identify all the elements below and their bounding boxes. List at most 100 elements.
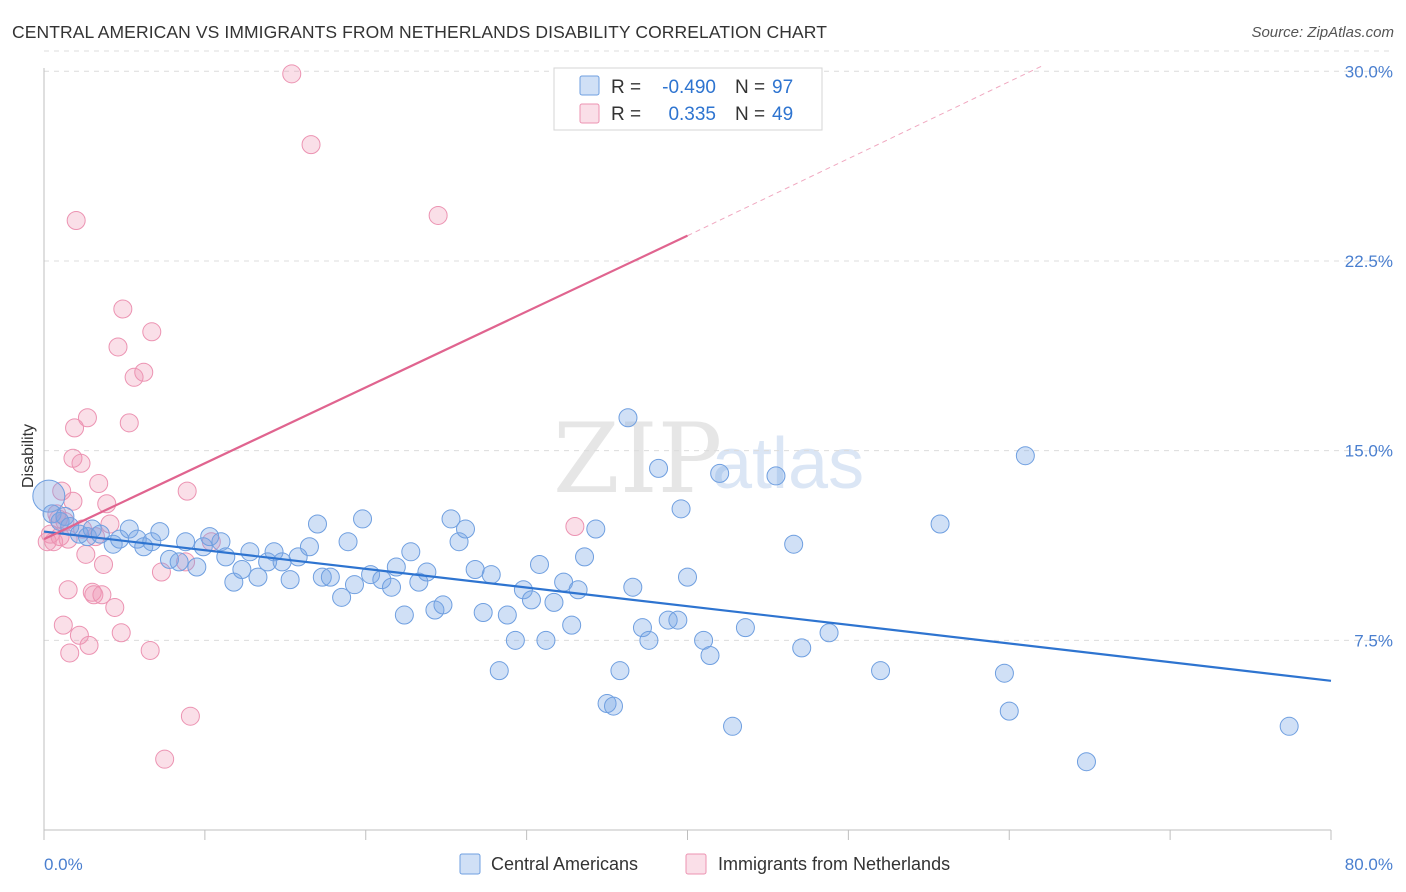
netherlands-trend-extension: [687, 65, 1042, 237]
x-tick-label-max: 80.0%: [1345, 855, 1393, 874]
central-american-point: [211, 532, 231, 552]
central-american-point: [307, 514, 327, 534]
central-american-point: [455, 519, 475, 539]
central-american-point: [55, 506, 75, 526]
netherlands-point: [77, 408, 97, 428]
central-american-point: [312, 567, 332, 587]
central-american-trend-line: [43, 530, 1332, 682]
netherlands-trend-line: [43, 234, 688, 541]
central-american-point: [240, 542, 260, 562]
netherlands-point: [66, 211, 86, 231]
y-tick-label: 30.0%: [1345, 62, 1393, 81]
central-american-point: [142, 532, 162, 552]
central-american-point: [668, 610, 688, 630]
netherlands-point: [177, 481, 197, 501]
x-tick-label-min: 0.0%: [44, 855, 83, 874]
netherlands-point: [65, 418, 85, 438]
central-american-point: [481, 565, 501, 585]
netherlands-point: [105, 597, 125, 617]
central-american-point: [649, 458, 669, 478]
central-american-point: [489, 661, 509, 681]
central-american-point: [562, 615, 582, 635]
legend-n-label-2: N =: [735, 104, 765, 125]
netherlands-point: [69, 625, 89, 645]
central-american-point: [784, 534, 804, 554]
central-american-point: [568, 580, 588, 600]
legend-label-netherlands: Immigrants from Netherlands: [718, 854, 950, 874]
central-american-point: [999, 701, 1019, 721]
legend-r-value-1: -0.490: [662, 77, 716, 98]
central-american-point: [299, 537, 319, 557]
central-american-point: [32, 479, 66, 513]
central-american-point: [766, 466, 786, 486]
netherlands-point: [142, 322, 162, 342]
central-american-point: [735, 618, 755, 638]
central-american-point: [187, 557, 207, 577]
central-american-point: [639, 630, 659, 650]
netherlands-point: [134, 362, 154, 382]
source-label: Source: ZipAtlas.com: [1251, 24, 1394, 41]
central-american-point: [401, 542, 421, 562]
central-american-point: [150, 522, 170, 542]
central-american-point: [338, 532, 358, 552]
central-american-point: [671, 499, 691, 519]
netherlands-point: [79, 635, 99, 655]
central-american-point: [505, 630, 525, 650]
central-american-point: [344, 575, 364, 595]
netherlands-point: [100, 514, 120, 534]
y-tick-label: 22.5%: [1345, 252, 1393, 271]
central-american-point: [433, 595, 453, 615]
central-american-point: [658, 610, 678, 630]
central-american-point: [994, 663, 1014, 683]
central-american-point: [119, 519, 139, 539]
netherlands-point: [140, 640, 160, 660]
netherlands-point: [84, 585, 104, 605]
legend-swatch-blue: [579, 75, 600, 96]
trend-lines: [43, 65, 1332, 682]
legend-swatch-pink: [579, 103, 600, 124]
series-central-american-points: [32, 408, 1299, 772]
y-axis-tick-labels: 7.5% 15.0% 22.5% 30.0%: [1345, 62, 1393, 650]
central-american-point: [1076, 752, 1096, 772]
legend-swatch-netherlands: [685, 853, 707, 875]
central-american-point: [792, 638, 812, 658]
netherlands-point: [155, 749, 175, 769]
central-american-point: [473, 603, 493, 623]
central-american-point: [232, 560, 252, 580]
legend-n-value-2: 49: [772, 104, 793, 125]
central-american-point: [272, 552, 292, 572]
central-american-point: [700, 645, 720, 665]
central-american-point: [710, 463, 730, 483]
central-american-point: [449, 532, 469, 552]
central-american-point: [465, 560, 485, 580]
stats-legend: R = -0.490 N = 97 R = 0.335 N = 49: [553, 67, 823, 131]
central-american-point: [169, 552, 189, 572]
central-american-point: [575, 547, 595, 567]
netherlands-point: [180, 706, 200, 726]
netherlands-point: [71, 453, 91, 473]
central-american-point: [1279, 716, 1299, 736]
netherlands-point: [113, 299, 133, 319]
netherlands-point: [92, 585, 112, 605]
central-american-point: [394, 605, 414, 625]
central-american-point: [200, 527, 220, 547]
netherlands-point: [282, 64, 302, 84]
central-american-point: [513, 580, 533, 600]
central-american-point: [521, 590, 541, 610]
legend-n-value-1: 97: [772, 77, 793, 98]
central-american-point: [280, 570, 300, 590]
central-american-point: [417, 562, 437, 582]
central-american-point: [632, 618, 652, 638]
central-american-point: [264, 542, 284, 562]
legend-r-value-2: 0.335: [668, 104, 716, 125]
central-american-point: [1015, 446, 1035, 466]
central-american-point: [544, 592, 564, 612]
netherlands-point: [58, 580, 78, 600]
netherlands-point: [565, 517, 585, 537]
central-american-point: [819, 623, 839, 643]
central-american-point: [248, 567, 268, 587]
central-american-point: [623, 577, 643, 597]
netherlands-point: [94, 554, 114, 574]
legend-label-central-americans: Central Americans: [491, 854, 638, 874]
